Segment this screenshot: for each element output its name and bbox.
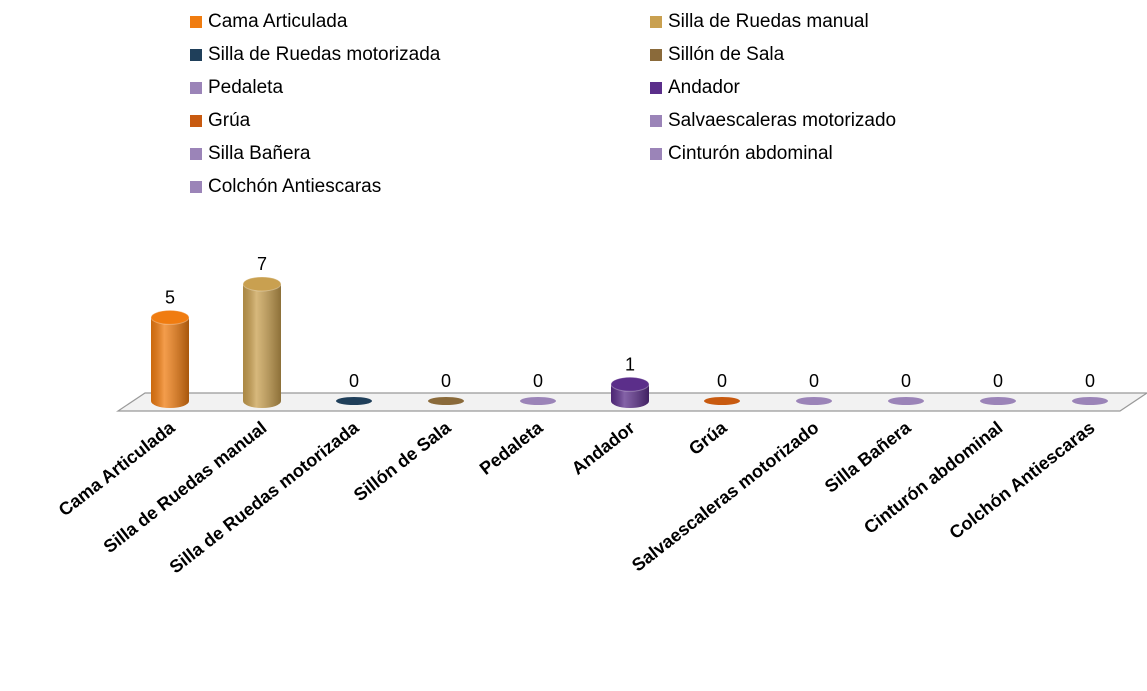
legend-swatch [190, 82, 202, 94]
x-tick-label: Grúa [685, 417, 731, 459]
x-tick-label: Andador [568, 417, 639, 478]
value-label: 7 [257, 254, 267, 274]
x-tick-label: Silla de Ruedas motorizada [166, 417, 364, 577]
x-tick-label: Silla de Ruedas manual [100, 417, 271, 557]
legend-swatch [650, 115, 662, 127]
legend-swatch [650, 82, 662, 94]
x-tick-label: Pedaleta [476, 417, 547, 479]
bar [520, 397, 556, 405]
bar [242, 276, 282, 408]
value-label: 1 [625, 354, 635, 374]
value-label: 0 [901, 371, 911, 391]
legend-label: Cinturón abdominal [668, 143, 833, 164]
bar [1072, 397, 1108, 405]
value-label: 0 [717, 371, 727, 391]
bar [796, 397, 832, 405]
legend-swatch [190, 16, 202, 28]
bar [980, 397, 1016, 405]
x-tick-label: Silla Bañera [821, 417, 915, 497]
x-tick-label: Salvaescaleras motorizado [628, 417, 822, 575]
legend-swatch [650, 49, 662, 61]
bar [150, 309, 190, 408]
legend-label: Colchón Antiescaras [208, 176, 381, 197]
bar [610, 376, 650, 408]
legend-label: Andador [668, 77, 741, 98]
legend-label: Pedaleta [208, 77, 283, 98]
bar [336, 397, 372, 405]
bar [428, 397, 464, 405]
value-label: 0 [809, 371, 819, 391]
value-label: 0 [533, 371, 543, 391]
legend-label: Silla de Ruedas motorizada [208, 44, 441, 65]
bar [704, 397, 740, 405]
legend-label: Silla Bañera [208, 143, 311, 164]
value-label: 0 [1085, 371, 1095, 391]
legend-label: Silla de Ruedas manual [668, 11, 869, 32]
legend-swatch [190, 148, 202, 160]
legend-swatch [650, 16, 662, 28]
legend-swatch [190, 181, 202, 193]
value-label: 0 [993, 371, 1003, 391]
value-label: 0 [349, 371, 359, 391]
legend-swatch [650, 148, 662, 160]
legend-label: Grúa [208, 110, 251, 131]
legend-label: Sillón de Sala [668, 44, 785, 65]
x-tick-label: Sillón de Sala [350, 417, 455, 505]
value-label: 5 [165, 287, 175, 307]
legend-label: Salvaescaleras motorizado [668, 110, 896, 131]
bar [888, 397, 924, 405]
legend-swatch [190, 49, 202, 61]
value-label: 0 [441, 371, 451, 391]
legend-swatch [190, 115, 202, 127]
legend-label: Cama Articulada [208, 11, 348, 32]
